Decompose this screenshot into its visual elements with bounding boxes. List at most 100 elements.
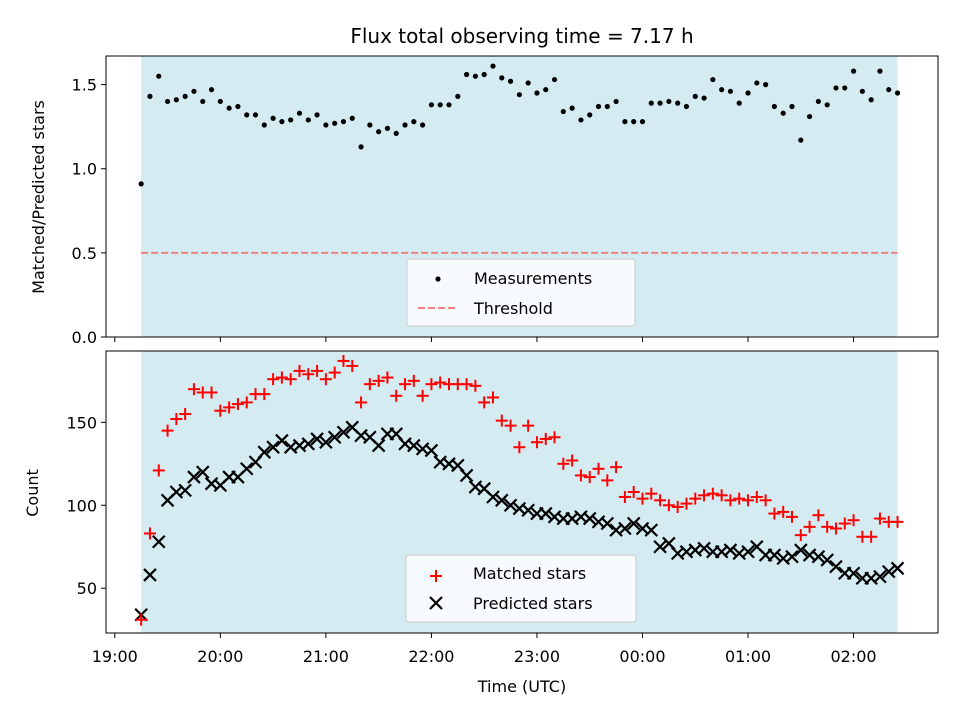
predicted-stars-legend-label: Predicted stars (473, 594, 593, 613)
matched-star-point (372, 374, 385, 387)
measurement-point (138, 181, 144, 187)
x-axis-label: Time (UTC) (477, 677, 566, 696)
measurement-point (771, 103, 778, 110)
matched-star-point (504, 419, 517, 432)
predicted-star-point (618, 521, 632, 536)
measurement-point (358, 144, 364, 150)
measurement-point (648, 100, 654, 106)
measurement-point (551, 76, 558, 83)
measurement-point (208, 87, 215, 93)
measurement-point (376, 129, 382, 135)
measurement-point (191, 88, 197, 94)
predicted-star-point (600, 516, 615, 531)
measurement-point (798, 137, 804, 143)
matched-star-point (821, 520, 834, 533)
predicted-stars-legend-marker (429, 596, 443, 610)
matched-star-point (355, 396, 368, 409)
ratio-legend-box (406, 258, 636, 327)
predicted-star-point (503, 498, 518, 513)
measurement-point (877, 68, 883, 74)
threshold-legend-label: Threshold (473, 299, 553, 318)
x-tick-label: 19:00 (92, 647, 138, 666)
measurement-point (560, 108, 566, 115)
matched-star-point (733, 492, 746, 505)
predicted-star-point (336, 425, 351, 440)
measurement-point (411, 119, 417, 125)
matched-star-point (187, 383, 200, 396)
measurement-point (261, 122, 267, 128)
measurement-point (595, 103, 602, 110)
matched-star-point (715, 489, 728, 502)
matched-star-point (205, 386, 218, 399)
matched-star-point (319, 373, 332, 386)
predicted-star-point (151, 534, 166, 549)
predicted-star-point (794, 543, 808, 557)
measurements-legend-marker (435, 276, 441, 282)
x-tick-label: 22:00 (408, 647, 454, 666)
matched-star-point (240, 396, 253, 409)
matched-star-point (662, 499, 675, 512)
x-tick-label: 23:00 (514, 647, 560, 666)
measurement-point (472, 73, 478, 79)
matched-star-point (170, 413, 183, 426)
predicted-star-point (538, 506, 553, 521)
measurement-point (604, 103, 610, 110)
matched-star-point (258, 388, 271, 401)
matched-star-point (293, 364, 306, 377)
measurement-point (666, 98, 672, 105)
measurement-point (384, 125, 391, 131)
matched-star-point (865, 530, 878, 543)
y-tick-label: 50 (77, 579, 97, 598)
y-tick-label: 150 (66, 413, 97, 432)
predicted-star-point (494, 493, 509, 508)
matched-star-point (416, 389, 429, 402)
matched-stars-legend-label: Matched stars (473, 564, 586, 583)
matched-star-point (706, 487, 719, 500)
matched-star-point (469, 379, 482, 392)
measurement-point (420, 122, 426, 128)
measurement-point (763, 82, 769, 88)
measurement-point (252, 112, 259, 118)
matched-star-point (460, 378, 473, 391)
predicted-star-point (327, 430, 342, 445)
measurement-point (894, 90, 901, 96)
ratio-legend: Measurements Threshold (406, 258, 636, 327)
matched-star-point (891, 515, 904, 528)
measurement-point (824, 102, 830, 108)
measurement-point (543, 87, 549, 93)
ratio-y-ticks: 0.0 0.5 1.0 1.5 (72, 76, 106, 347)
predicted-star-point (890, 561, 905, 576)
matched-star-point (759, 494, 772, 507)
measurement-point (463, 71, 470, 78)
measurement-point (156, 73, 162, 79)
measurement-point (622, 119, 628, 125)
matched-star-point (152, 464, 165, 477)
matched-star-point (838, 517, 851, 530)
measurement-point (833, 85, 839, 91)
measurement-point (569, 105, 575, 111)
matched-star-point (434, 376, 447, 389)
measurement-point (692, 93, 698, 99)
measurement-point (507, 78, 514, 84)
predicted-star-point (187, 470, 201, 484)
measurement-point (437, 102, 443, 108)
matched-star-point (328, 366, 341, 379)
predicted-star-point (626, 516, 641, 531)
matched-star-point (399, 378, 412, 391)
measurement-point (815, 98, 821, 105)
predicted-star-point (257, 445, 272, 459)
chart-title: Flux total observing time = 7.17 h (350, 24, 693, 48)
measurement-point (428, 102, 435, 108)
predicted-star-point (697, 541, 711, 556)
matched-star-point (645, 487, 658, 500)
predicted-star-point (143, 568, 157, 582)
x-tick-label: 02:00 (831, 647, 877, 666)
predicted-star-point (371, 438, 386, 453)
predicted-star-point (319, 435, 333, 450)
matched-star-point (143, 527, 156, 540)
matched-star-point (627, 486, 640, 498)
measurement-point (657, 100, 663, 106)
matched-star-point (478, 396, 491, 409)
count-legend: Matched stars Predicted stars (405, 554, 637, 623)
